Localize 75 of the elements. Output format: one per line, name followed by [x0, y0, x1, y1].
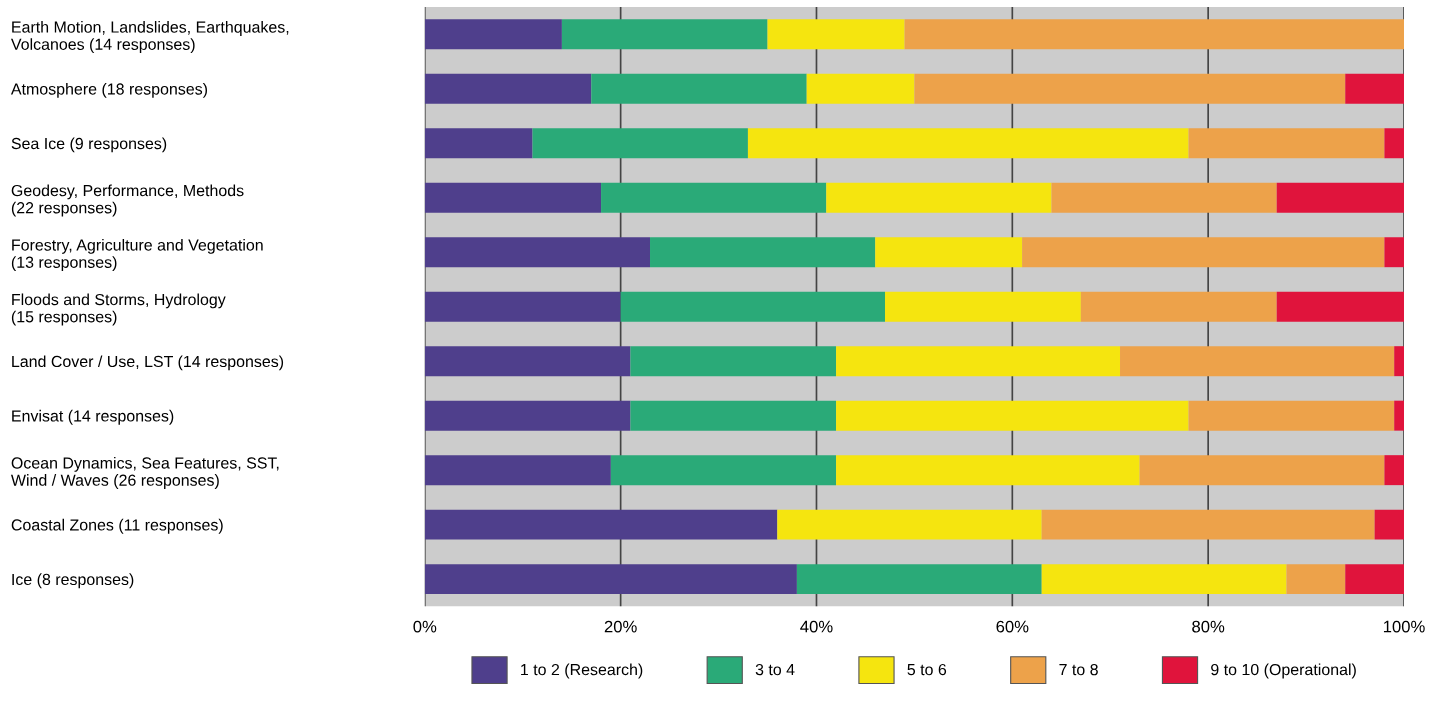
- x-tick-label: 0%: [413, 620, 437, 633]
- y-tick-label: Coastal Zones (11 responses): [11, 518, 223, 534]
- bar: [836, 346, 1121, 377]
- bar: [1384, 237, 1404, 268]
- y-tick-label: Forestry, Agriculture and Vegetation (13 responses): [11, 238, 263, 272]
- bar: [1384, 455, 1404, 486]
- bar: [561, 19, 768, 50]
- y-tick-label: Atmosphere (18 responses): [10, 82, 208, 98]
- bar: [836, 455, 1140, 486]
- bar: [424, 291, 621, 322]
- legend-label: 5 to 6: [907, 663, 947, 676]
- bar: [885, 291, 1081, 322]
- y-tick-label: Sea Ice (9 responses): [11, 137, 167, 153]
- bar: [601, 182, 827, 213]
- bar: [424, 73, 592, 104]
- x-tick-label: 40%: [800, 620, 833, 633]
- legend-label: 7 to 8: [1059, 663, 1098, 676]
- y-tick-label: Ice (8 responses): [12, 573, 134, 589]
- bar: [836, 400, 1189, 431]
- bar: [650, 237, 876, 268]
- bar: [532, 128, 748, 159]
- bar: [806, 73, 915, 104]
- bar: [767, 19, 905, 50]
- bar: [1394, 346, 1404, 377]
- bar: [424, 128, 533, 159]
- legend-label: 3 to 4: [755, 663, 795, 676]
- legend-label: 1 to 2 (Research): [521, 663, 643, 679]
- bar: [1345, 73, 1404, 104]
- bar: [424, 564, 797, 595]
- y-tick-label: Earth Motion, Landslides, Earthquakes, Volcanoes (14 responses): [10, 21, 289, 54]
- bar: [424, 509, 778, 540]
- bar: [1022, 237, 1385, 268]
- bar: [1276, 182, 1404, 213]
- bar: [796, 564, 1042, 595]
- bar: [904, 19, 1404, 50]
- bar: [424, 455, 611, 486]
- bar: [1384, 128, 1404, 159]
- bar: [424, 237, 651, 268]
- bar: [1286, 564, 1346, 595]
- x-tick-label: 20%: [604, 620, 637, 633]
- bar: [826, 182, 1052, 213]
- y-tick-label: Floods and Storms, Hydrology (15 responses): [11, 293, 226, 326]
- bar: [610, 455, 837, 486]
- bar: [1041, 564, 1287, 595]
- bar: [1394, 400, 1404, 431]
- bar: [591, 73, 807, 104]
- bar: [914, 73, 1346, 104]
- x-tick-label: 100%: [1383, 620, 1425, 633]
- bar: [747, 128, 1189, 159]
- bar: [1188, 128, 1385, 159]
- bar: [777, 509, 1042, 540]
- bar: [1120, 346, 1395, 377]
- bar: [620, 291, 886, 322]
- bar: [1051, 182, 1277, 213]
- bar: [424, 19, 562, 50]
- bar: [1080, 291, 1277, 322]
- bar: [1139, 455, 1385, 486]
- x-tick-label: 80%: [1192, 620, 1225, 633]
- bar: [1345, 564, 1404, 595]
- y-tick-label: Geodesy, Performance, Methods (22 responses): [11, 184, 244, 217]
- y-tick-label: Envisat (14 responses): [12, 409, 174, 425]
- x-tick-label: 60%: [996, 620, 1029, 633]
- bar: [630, 346, 837, 377]
- bar: [630, 400, 837, 431]
- y-tick-label: Ocean Dynamics, Sea Features, SST, Wind / Waves (26 responses): [10, 456, 279, 490]
- y-tick-label: Land Cover / Use, LST (14 responses): [12, 355, 284, 371]
- bar: [1276, 291, 1404, 322]
- bar: [1374, 509, 1404, 540]
- bar: [1041, 509, 1375, 540]
- bar: [424, 400, 631, 431]
- bar: [424, 182, 602, 213]
- legend-label: 9 to 10 (Operational): [1211, 663, 1356, 679]
- bar: [424, 346, 631, 377]
- bar: [1188, 400, 1395, 431]
- bar: [875, 237, 1023, 268]
